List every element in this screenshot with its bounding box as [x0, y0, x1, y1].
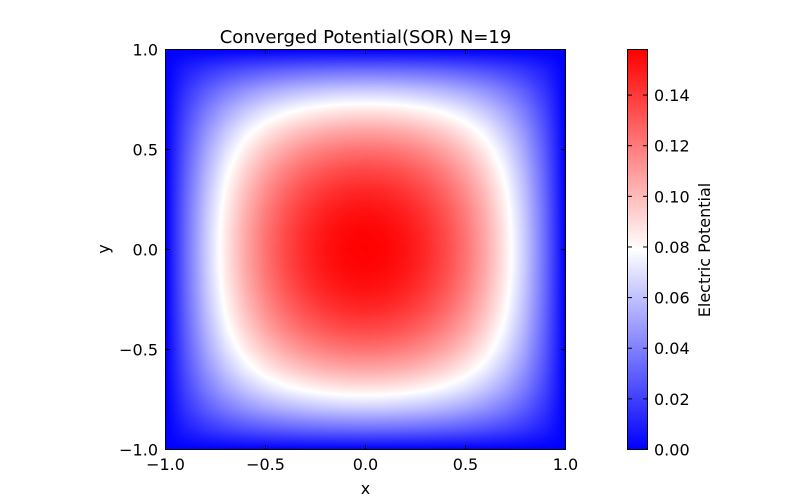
y-axis-ticks: 1.0 0.5 0.0 −0.5 −1.0	[119, 41, 158, 460]
colorbar-tick-label: 0.04	[654, 339, 690, 358]
x-tick-label: 0.0	[353, 455, 378, 474]
y-tick-label: −1.0	[119, 441, 158, 460]
colorbar-tick-label: 0.12	[654, 137, 690, 156]
x-tick-label: −0.5	[246, 455, 285, 474]
y-axis-label: y	[94, 244, 113, 253]
y-tick-label: 0.5	[133, 141, 158, 160]
y-tick-label: −0.5	[119, 341, 158, 360]
colorbar-tick-label: 0.02	[654, 390, 690, 409]
colorbar-ticks: 0.00 0.02 0.04 0.06 0.08 0.10 0.12 0.14	[654, 86, 690, 459]
colorbar	[628, 50, 647, 449]
y-tick-label: 0.0	[133, 241, 158, 260]
colorbar-tick-label: 0.00	[654, 441, 690, 460]
colorbar-label: Electric Potential	[695, 183, 714, 317]
colorbar-tick-label: 0.14	[654, 86, 690, 105]
x-tick-label: 0.5	[453, 455, 478, 474]
colorbar-tick-label: 0.08	[654, 238, 690, 257]
x-tick-label: −1.0	[146, 455, 185, 474]
x-axis-label: x	[361, 479, 370, 498]
x-tick-label: 1.0	[553, 455, 578, 474]
colorbar-tick-label: 0.10	[654, 187, 690, 206]
heatmap-plot	[166, 50, 565, 449]
x-axis-ticks: −1.0 −0.5 0.0 0.5 1.0	[146, 455, 578, 474]
y-tick-label: 1.0	[133, 41, 158, 60]
colorbar-tick-label: 0.06	[654, 289, 690, 308]
chart-title: Converged Potential(SOR) N=19	[220, 27, 512, 48]
